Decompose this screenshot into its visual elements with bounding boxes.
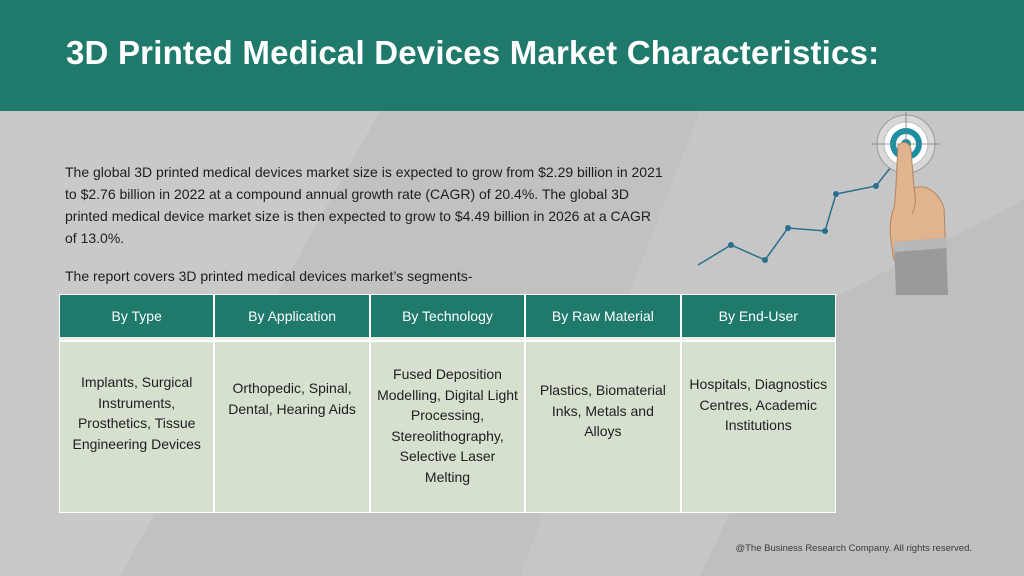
segments-table: By Type By Application By Technology By …	[59, 294, 836, 513]
header-bar: 3D Printed Medical Devices Market Charac…	[0, 0, 1024, 111]
segment-header-technology: By Technology	[370, 295, 525, 340]
page-title: 3D Printed Medical Devices Market Charac…	[66, 34, 880, 71]
copyright-footer: @The Business Research Company. All righ…	[735, 543, 972, 554]
segment-header-end-user: By End-User	[681, 295, 835, 340]
segment-body-application: Orthopedic, Spinal, Dental, Hearing Aids	[215, 342, 369, 512]
segments-lead-text: The report covers 3D printed medical dev…	[65, 268, 473, 284]
segment-body-raw-material: Plastics, Biomaterial Inks, Metals and A…	[526, 342, 680, 512]
segment-body-technology: Fused Deposition Modelling, Digital Ligh…	[370, 342, 525, 512]
segment-header-application: By Application	[215, 295, 369, 340]
intro-paragraph: The global 3D printed medical devices ma…	[65, 164, 663, 246]
segment-body-end-user: Hospitals, Diagnostics Centres, Academic…	[681, 342, 835, 512]
segment-header-type: By Type	[60, 295, 214, 340]
growth-chart-target-hand-icon	[697, 112, 948, 295]
segment-body-type: Implants, Surgical Instruments, Prosthet…	[60, 342, 214, 512]
segment-header-raw-material: By Raw Material	[526, 295, 680, 340]
